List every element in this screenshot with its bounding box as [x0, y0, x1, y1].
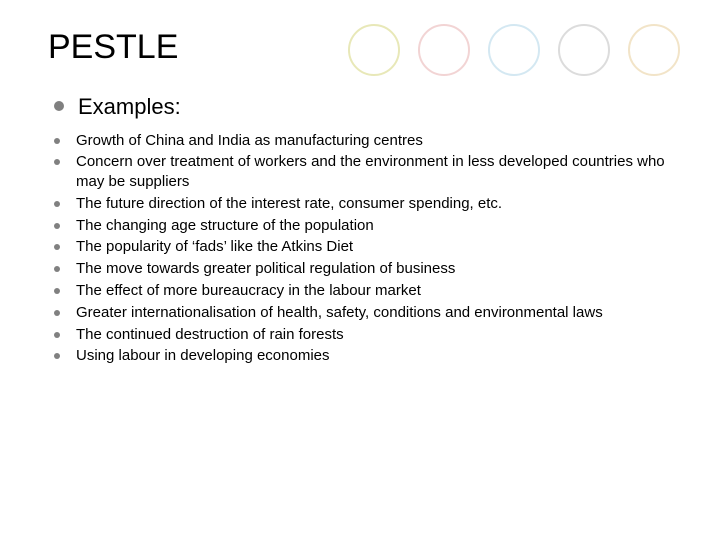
bullet-icon — [54, 244, 60, 250]
level2-text: Using labour in developing economies — [76, 346, 330, 366]
level2-text: The continued destruction of rain forest… — [76, 325, 344, 345]
bullet-icon — [54, 101, 64, 111]
list-item: The future direction of the interest rat… — [54, 194, 672, 214]
list-item: Concern over treatment of workers and th… — [54, 152, 672, 192]
bullet-icon — [54, 353, 60, 359]
level1-text: Examples: — [78, 93, 181, 121]
bullet-icon — [54, 138, 60, 144]
level2-list: Growth of China and India as manufacturi… — [48, 131, 672, 367]
list-item: The popularity of ‘fads’ like the Atkins… — [54, 237, 672, 257]
list-item: The continued destruction of rain forest… — [54, 325, 672, 345]
bullet-icon — [54, 159, 60, 165]
level2-text: Concern over treatment of workers and th… — [76, 152, 672, 192]
slide-content: PESTLE Examples: Growth of China and Ind… — [0, 0, 720, 366]
bullet-icon — [54, 223, 60, 229]
bullet-icon — [54, 266, 60, 272]
bullet-icon — [54, 310, 60, 316]
list-item: The move towards greater political regul… — [54, 259, 672, 279]
level2-text: Growth of China and India as manufacturi… — [76, 131, 423, 151]
level2-text: The effect of more bureaucracy in the la… — [76, 281, 421, 301]
bullet-icon — [54, 332, 60, 338]
list-item: Using labour in developing economies — [54, 346, 672, 366]
list-item: Greater internationalisation of health, … — [54, 303, 672, 323]
level2-text: The future direction of the interest rat… — [76, 194, 502, 214]
list-item: The effect of more bureaucracy in the la… — [54, 281, 672, 301]
level2-text: The changing age structure of the popula… — [76, 216, 374, 236]
bullet-icon — [54, 288, 60, 294]
list-item: The changing age structure of the popula… — [54, 216, 672, 236]
list-item: Growth of China and India as manufacturi… — [54, 131, 672, 151]
level2-text: The move towards greater political regul… — [76, 259, 455, 279]
level2-text: The popularity of ‘fads’ like the Atkins… — [76, 237, 353, 257]
bullet-icon — [54, 201, 60, 207]
slide-title: PESTLE — [48, 28, 672, 67]
level1-item: Examples: — [48, 93, 672, 121]
level2-text: Greater internationalisation of health, … — [76, 303, 603, 323]
